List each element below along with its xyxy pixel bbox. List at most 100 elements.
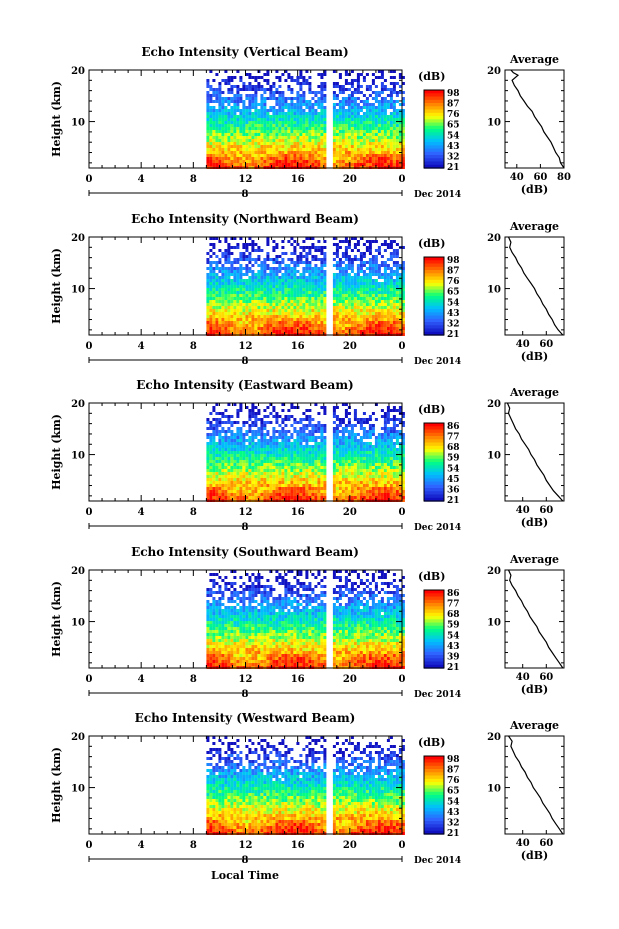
heatmap-cell [272,478,276,481]
heatmap-cell [311,276,315,279]
heatmap-cell [305,475,309,478]
heatmap-cell [308,481,312,484]
heatmap-cell [254,457,258,460]
heatmap-cell [302,466,306,469]
heatmap-cell [299,112,303,115]
heatmap-cell [305,136,309,139]
heatmap-cell [380,109,384,112]
heatmap-cell [290,312,294,315]
heatmap-cell [206,457,210,460]
heatmap-cell [260,475,264,478]
heatmap-cell [212,118,216,121]
heatmap-cell [230,303,234,306]
heatmap-cell [323,430,327,433]
heatmap-cell [395,100,399,103]
heatmap-cell [245,85,249,88]
heatmap-cell [227,124,231,127]
heatmap-cell [383,121,387,124]
heatmap-cell [353,300,357,303]
heatmap-cell [248,73,252,76]
heatmap-cell [269,142,273,145]
heatmap-cell [224,100,228,103]
heatmap-cell [263,409,267,412]
heatmap-cell [386,303,390,306]
heatmap-cell [275,136,279,139]
heatmap-cell [224,136,228,139]
heatmap-cell [281,154,285,157]
heatmap-cell [218,88,222,91]
heatmap-cell [401,276,405,279]
heatmap-cell [335,430,339,433]
heatmap-cell [311,484,315,487]
heatmap-cell [320,85,324,88]
heatmap-cell [251,246,255,249]
heatmap-cell [299,490,303,493]
heatmap-cell [266,300,270,303]
heatmap-cell [323,409,327,412]
heatmap-cell [233,454,237,457]
panel-2: Echo Intensity (Eastward Beam)0 4 8 12 16 20 0… [50,378,565,533]
heatmap-cell [368,264,372,267]
heatmap-cell [206,154,210,157]
heatmap-cell [245,264,249,267]
heatmap-cell [335,433,339,436]
heatmap-cell [206,303,210,306]
heatmap-cell [236,469,240,472]
heatmap-cell [275,70,279,73]
heatmap-cell [212,430,216,433]
heatmap-cell [245,73,249,76]
heatmap-cell [242,145,246,148]
heatmap-cell [317,124,321,127]
heatmap-cell [209,309,213,312]
heatmap-cell [215,433,219,436]
heatmap-cell [392,327,396,330]
heatmap-cell [266,142,270,145]
heatmap-cell [218,493,222,496]
heatmap-cell [401,324,405,327]
heatmap-cell [344,288,348,291]
heatmap-cell [218,466,222,469]
heatmap-cell [299,94,303,97]
heatmap-cell [272,493,276,496]
heatmap-cell [218,454,222,457]
heatmap-cell [350,154,354,157]
heatmap-cell [371,106,375,109]
heatmap-cell [278,148,282,151]
heatmap-cell [212,439,216,442]
heatmap-cell [338,288,342,291]
heatmap-cell [239,487,243,490]
heatmap-cell [233,439,237,442]
heatmap-cell [227,243,231,246]
heatmap-cell [215,163,219,166]
heatmap-cell [347,300,351,303]
heatmap-cell [296,136,300,139]
heatmap-cell [269,496,273,499]
heatmap-cell [362,133,366,136]
heatmap-cell [332,291,336,294]
heatmap-cell [299,309,303,312]
heatmap-cell [245,421,249,424]
heatmap-cell [287,121,291,124]
heatmap-cell [365,282,369,285]
heatmap-cell [377,246,381,249]
heatmap-cell [257,154,261,157]
heatmap-cell [344,73,348,76]
heatmap-cell [209,145,213,148]
heatmap-cell [257,130,261,133]
heatmap-cell [209,70,213,73]
heatmap-cell [221,127,225,130]
heatmap-cell [305,115,309,118]
heatmap-cell [242,136,246,139]
heatmap-cell [263,427,267,430]
heatmap-cell [257,76,261,79]
heatmap-cell [299,279,303,282]
heatmap-cell [296,297,300,300]
heatmap-cell [284,160,288,163]
heatmap-cell [368,303,372,306]
heatmap-cell [257,318,261,321]
heatmap-cell [323,478,327,481]
heatmap-cell [302,279,306,282]
heatmap-cell [308,246,312,249]
heatmap-cell [344,424,348,427]
heatmap-cell [308,496,312,499]
